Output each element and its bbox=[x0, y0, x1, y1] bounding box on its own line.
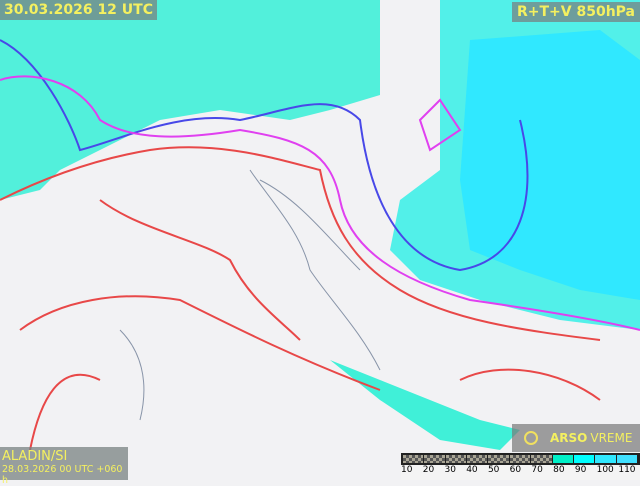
legend-tick: 100 bbox=[596, 465, 614, 475]
isotherm-warm-2 bbox=[19, 295, 381, 391]
legend-tick: 40 bbox=[466, 465, 478, 475]
legend-swatch bbox=[467, 455, 489, 463]
brand-vreme: VREME bbox=[590, 431, 633, 445]
legend-color-bar bbox=[401, 453, 640, 465]
isotherm-zero bbox=[0, 75, 640, 331]
isotherm-warm-5 bbox=[459, 368, 601, 401]
valid-time-label: 30.03.2026 12 UTC bbox=[0, 0, 157, 20]
legend-swatch bbox=[445, 455, 468, 463]
legend-swatch bbox=[424, 455, 446, 463]
legend-swatch bbox=[509, 455, 532, 463]
legend-swatch bbox=[403, 455, 425, 463]
arso-logo-icon bbox=[524, 431, 538, 445]
legend-swatch bbox=[573, 455, 596, 463]
legend-tick: 20 bbox=[422, 465, 435, 475]
legend-tick: 30 bbox=[444, 465, 456, 475]
legend-tick: 50 bbox=[487, 465, 500, 475]
legend-swatch bbox=[616, 455, 638, 463]
coastlines bbox=[119, 169, 381, 421]
arso-branding: ARSO VREME bbox=[512, 424, 640, 452]
model-run: 28.03.2026 00 UTC +060 h bbox=[2, 464, 123, 486]
legend-tick: 10 bbox=[401, 465, 413, 475]
legend-tick: 110 bbox=[618, 465, 636, 475]
humidity-legend: 10 20 30 40 50 60 70 80 90 100 110 bbox=[401, 453, 640, 480]
legend-tick: 80 bbox=[553, 465, 565, 475]
humidity-area-north bbox=[0, 0, 380, 200]
legend-swatch bbox=[488, 455, 510, 463]
legend-swatch bbox=[531, 455, 553, 463]
isotherm-warm-1 bbox=[0, 146, 601, 341]
isotherm-warm-3 bbox=[99, 199, 301, 341]
humidity-area-south bbox=[330, 360, 520, 450]
isotherm-cold bbox=[0, 39, 529, 272]
legend-ticks: 10 20 30 40 50 60 70 80 90 100 110 bbox=[401, 465, 640, 475]
model-info: ALADIN/SI 28.03.2026 00 UTC +060 h bbox=[0, 447, 128, 486]
legend-tick: 90 bbox=[574, 465, 587, 475]
legend-swatch bbox=[595, 455, 617, 463]
brand-arso: ARSO bbox=[550, 431, 588, 445]
isotherm-warm-4 bbox=[29, 373, 101, 451]
humidity-area-strong bbox=[460, 30, 640, 300]
legend-swatch bbox=[552, 455, 574, 463]
legend-tick: 60 bbox=[509, 465, 522, 475]
model-name: ALADIN/SI bbox=[2, 449, 68, 464]
isotherm-zero-2 bbox=[418, 98, 462, 152]
product-label: R+T+V 850hPa bbox=[511, 2, 640, 22]
legend-tick: 70 bbox=[531, 465, 543, 475]
